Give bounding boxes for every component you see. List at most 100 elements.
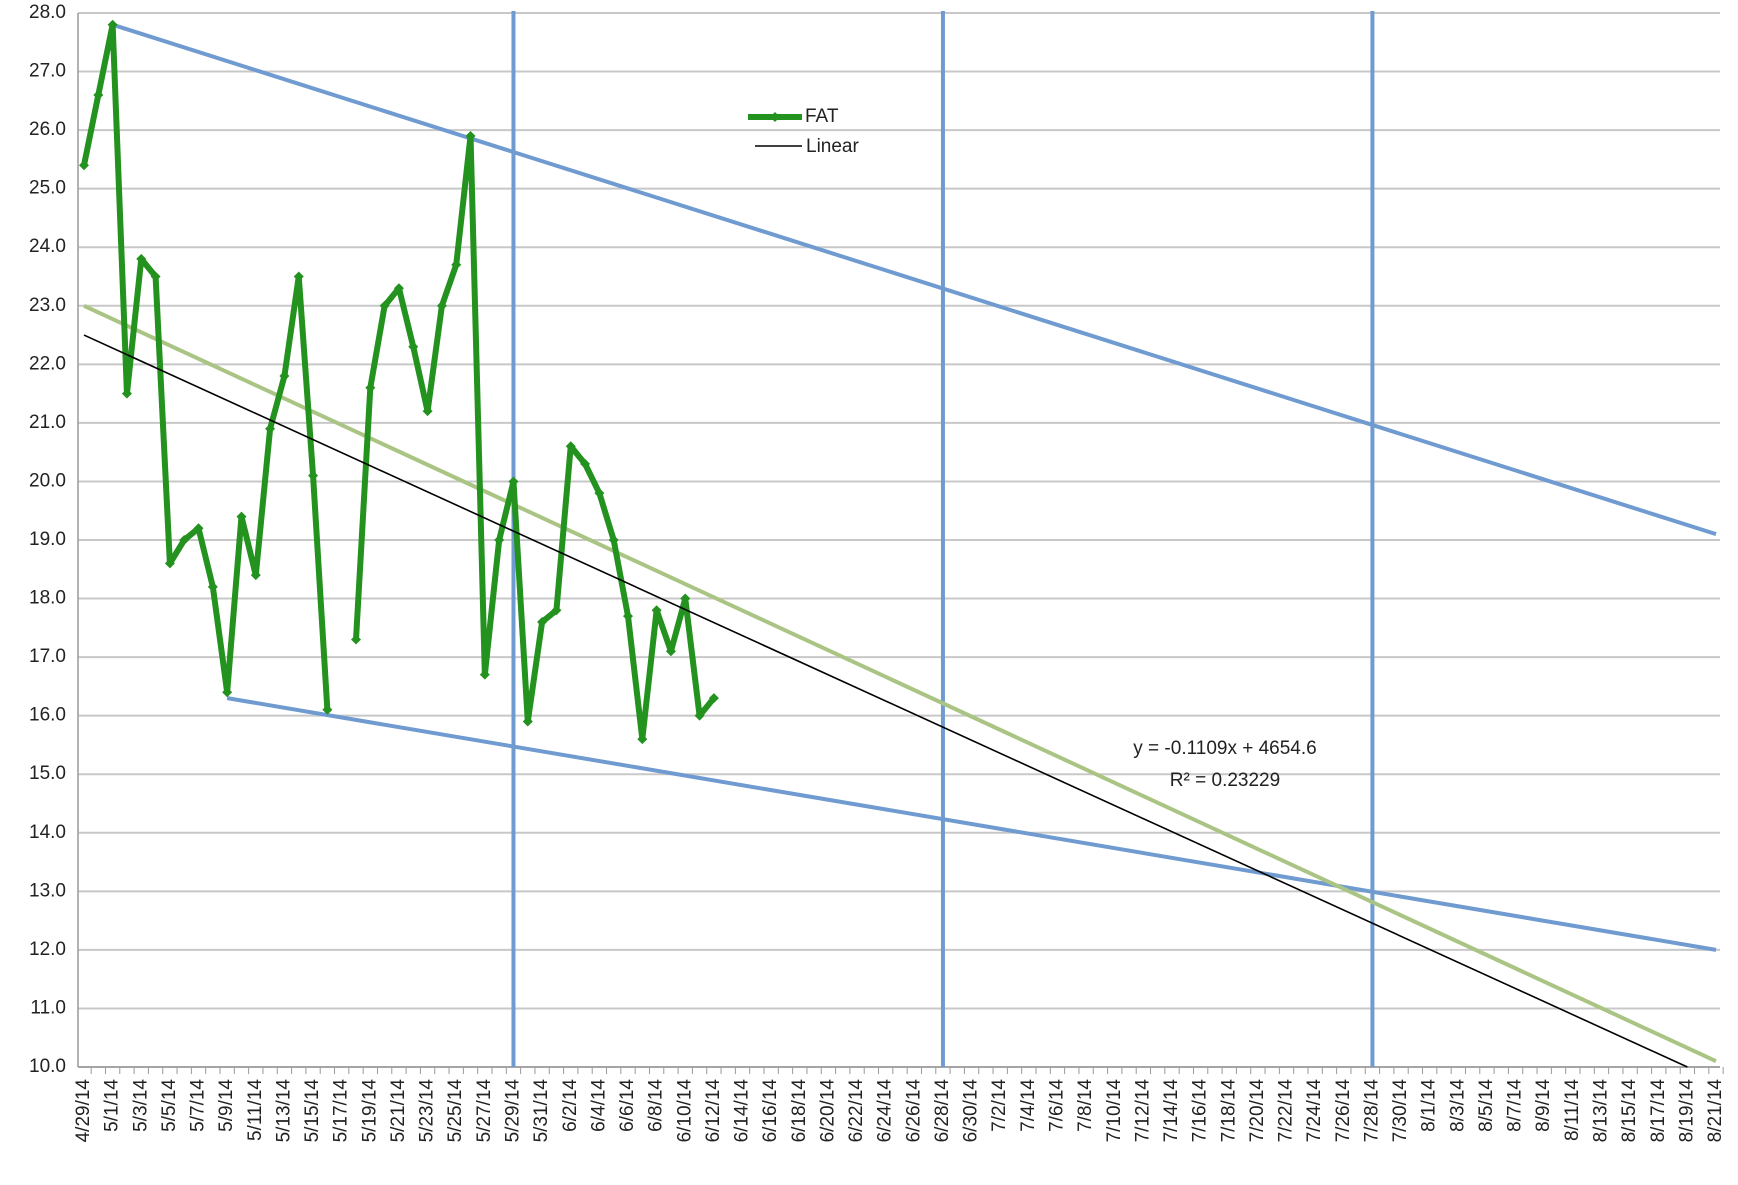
- x-tick-label: 8/13/14: [1590, 1079, 1611, 1143]
- x-tick-label: 7/28/14: [1361, 1079, 1382, 1143]
- x-tick-label: 7/8/14: [1075, 1079, 1096, 1132]
- y-tick-label: 28.0: [29, 2, 66, 23]
- data-point: [594, 488, 605, 499]
- x-tick-label: 6/4/14: [588, 1079, 609, 1132]
- x-tick-label: 5/19/14: [359, 1079, 380, 1143]
- x-tick-label: 7/24/14: [1304, 1079, 1325, 1143]
- x-tick-label: 6/24/14: [875, 1079, 896, 1143]
- x-tick-label: 5/3/14: [130, 1079, 151, 1132]
- data-point: [494, 535, 505, 545]
- data-point: [393, 283, 404, 294]
- legend: FAT Linear: [748, 106, 859, 157]
- x-tick-label: 5/9/14: [216, 1079, 237, 1132]
- data-point: [708, 693, 719, 704]
- data-point: [537, 616, 548, 627]
- data-point: [308, 470, 319, 481]
- x-tick-label: 8/19/14: [1676, 1079, 1697, 1143]
- data-point: [408, 341, 419, 352]
- data-point: [665, 646, 676, 657]
- x-tick-label: 7/16/14: [1190, 1079, 1211, 1143]
- x-tick-label: 7/2/14: [989, 1079, 1010, 1132]
- x-tick-label: 5/27/14: [474, 1079, 495, 1143]
- x-tick-label: 7/20/14: [1247, 1079, 1268, 1143]
- y-tick-label: 25.0: [29, 178, 66, 199]
- y-tick-label: 24.0: [29, 236, 66, 257]
- data-point: [107, 19, 118, 30]
- trendline: [83, 334, 1688, 1068]
- data-point: [322, 704, 333, 715]
- data-point: [365, 382, 376, 393]
- x-tick-label: 5/7/14: [188, 1079, 209, 1132]
- y-tick-label: 27.0: [29, 61, 66, 82]
- x-tick-label: 8/21/14: [1705, 1079, 1726, 1143]
- trend-annotation-line: [83, 303, 1717, 1063]
- x-tick-label: 6/6/14: [617, 1079, 638, 1132]
- data-point: [293, 271, 304, 282]
- x-tick-label: 8/5/14: [1476, 1079, 1497, 1132]
- x-tick-label: 7/30/14: [1390, 1079, 1411, 1143]
- x-tick-label: 8/9/14: [1533, 1079, 1554, 1132]
- x-tick-label: 6/20/14: [817, 1079, 838, 1143]
- x-tick-label: 7/18/14: [1218, 1079, 1239, 1143]
- x-tick-label: 5/5/14: [159, 1079, 180, 1132]
- x-tick-label: 8/1/14: [1419, 1079, 1440, 1132]
- data-point: [608, 535, 619, 545]
- x-tick-label: 6/10/14: [674, 1079, 695, 1143]
- data-point: [694, 710, 705, 721]
- legend-marker: [770, 112, 780, 122]
- x-tick-label: 7/22/14: [1276, 1079, 1297, 1143]
- y-tick-label: 12.0: [29, 939, 66, 960]
- data-point: [136, 253, 147, 264]
- data-point: [623, 611, 633, 622]
- x-tick-label: 7/14/14: [1161, 1079, 1182, 1143]
- x-tick-label: 8/11/14: [1562, 1079, 1583, 1141]
- data-point: [179, 535, 190, 545]
- x-tick-label: 7/12/14: [1132, 1079, 1153, 1143]
- data-point: [250, 570, 261, 581]
- data-point: [465, 130, 476, 141]
- x-tick-label: 5/13/14: [273, 1079, 294, 1143]
- data-point: [79, 160, 89, 171]
- data-point: [193, 523, 204, 534]
- y-tick-label: 17.0: [29, 646, 66, 667]
- x-tick-label: 5/21/14: [388, 1079, 409, 1143]
- x-tick-label: 5/15/14: [302, 1079, 323, 1143]
- data-point: [479, 669, 490, 680]
- y-tick-label: 13.0: [29, 880, 66, 901]
- data-point: [436, 300, 447, 311]
- y-tick-label: 20.0: [29, 470, 66, 491]
- data-point: [351, 634, 361, 645]
- y-tick-label: 21.0: [29, 412, 66, 433]
- x-tick-label: 5/31/14: [531, 1079, 552, 1143]
- data-point: [508, 476, 519, 487]
- data-point: [379, 300, 390, 311]
- x-tick-label: 8/17/14: [1648, 1079, 1669, 1143]
- data-point: [580, 458, 591, 469]
- data-point: [265, 423, 276, 434]
- data-point: [93, 89, 104, 100]
- data-point: [150, 271, 161, 282]
- data-point: [651, 605, 662, 616]
- x-tick-label: 7/4/14: [1018, 1079, 1039, 1132]
- x-tick-label: 8/15/14: [1619, 1079, 1640, 1143]
- x-tick-label: 6/2/14: [560, 1079, 581, 1132]
- y-tick-label: 18.0: [29, 588, 66, 609]
- data-point: [451, 259, 462, 270]
- x-tick-label: 7/6/14: [1046, 1079, 1067, 1132]
- data-point: [222, 687, 233, 698]
- legend-label: Linear: [806, 136, 859, 157]
- trend-r-squared: R² = 0.23229: [1170, 770, 1280, 791]
- x-tick-label: 7/10/14: [1104, 1079, 1125, 1143]
- x-tick-label: 6/26/14: [903, 1079, 924, 1143]
- y-tick-label: 15.0: [29, 763, 66, 784]
- data-point: [164, 558, 175, 569]
- series-line: [81, 21, 717, 743]
- data-point: [637, 734, 648, 745]
- y-tick-label: 22.0: [29, 353, 66, 374]
- x-tick-label: 5/25/14: [445, 1079, 466, 1143]
- trend-equation: y = -0.1109x + 4654.6: [1133, 738, 1316, 759]
- trend-annotation-line: [226, 696, 1717, 952]
- y-tick-label: 19.0: [29, 529, 66, 550]
- x-tick-label: 8/7/14: [1505, 1079, 1526, 1132]
- data-point: [522, 716, 533, 727]
